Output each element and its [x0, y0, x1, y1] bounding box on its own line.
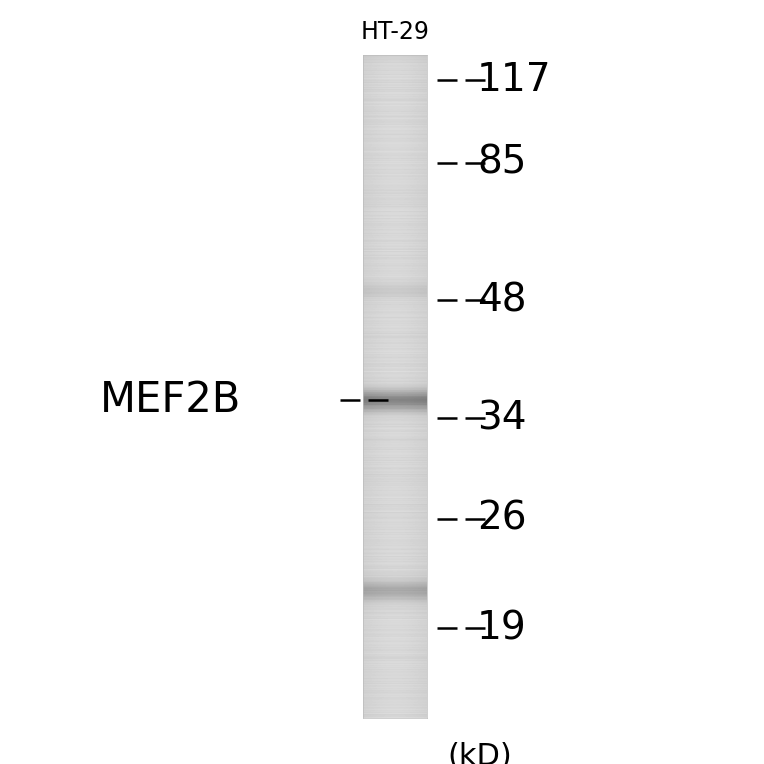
Text: (kD): (kD) — [448, 742, 513, 764]
Text: 34: 34 — [477, 399, 526, 437]
Text: 48: 48 — [477, 281, 526, 319]
Text: 26: 26 — [477, 500, 526, 538]
Text: HT-29: HT-29 — [361, 20, 429, 44]
Text: 117: 117 — [477, 61, 552, 99]
Text: MEF2B: MEF2B — [100, 379, 241, 421]
Text: 19: 19 — [477, 609, 526, 647]
Text: 85: 85 — [477, 144, 526, 182]
